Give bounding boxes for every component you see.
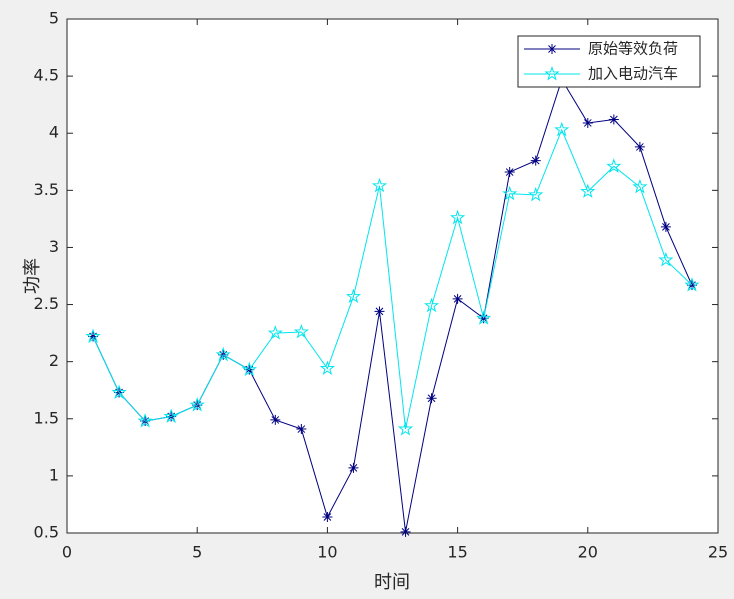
marker-star (476, 310, 492, 325)
x-tick-label: 15 (447, 543, 467, 562)
marker-asterisk (400, 526, 411, 537)
marker-star (215, 346, 231, 362)
marker-star (345, 288, 362, 304)
x-tick-label: 10 (317, 543, 337, 562)
marker-asterisk (504, 167, 515, 178)
y-tick-label: 3 (49, 237, 59, 256)
marker-star (293, 323, 309, 339)
legend-label: 原始等效负荷 (588, 40, 678, 58)
y-tick-label: 2 (49, 351, 59, 370)
marker-star (684, 277, 700, 292)
x-tick-label: 25 (708, 543, 728, 562)
marker-star (528, 186, 544, 202)
marker-asterisk (296, 424, 307, 435)
marker-star (606, 158, 622, 173)
marker-asterisk (348, 462, 359, 473)
marker-star (632, 178, 648, 194)
marker-star (111, 384, 127, 400)
y-tick-label: 3.5 (34, 180, 59, 199)
marker-star (319, 360, 336, 376)
x-axis-label: 时间 (374, 572, 410, 593)
marker-star (137, 413, 153, 428)
x-tick-label: 20 (578, 543, 598, 562)
x-tick-label: 5 (192, 543, 202, 562)
marker-star (241, 361, 257, 377)
marker-asterisk (322, 512, 333, 523)
marker-asterisk (660, 221, 671, 232)
marker-star (85, 328, 101, 344)
y-tick-label: 2.5 (34, 294, 59, 313)
y-tick-label: 5 (49, 9, 59, 28)
marker-asterisk (452, 293, 463, 304)
marker-star (449, 209, 466, 225)
marker-star (371, 177, 388, 193)
marker-star (423, 297, 440, 313)
marker-asterisk (426, 393, 437, 404)
y-tick-label: 4.5 (34, 66, 59, 85)
y-tick-label: 0.5 (34, 523, 59, 542)
marker-asterisk (547, 44, 557, 54)
marker-asterisk (270, 414, 281, 425)
marker-asterisk (634, 141, 645, 152)
marker-star (502, 185, 518, 201)
marker-asterisk (608, 114, 619, 125)
y-tick-label: 1 (49, 465, 59, 484)
marker-star (554, 121, 570, 137)
marker-star (397, 421, 414, 436)
marker-asterisk (374, 306, 385, 317)
marker-asterisk (686, 280, 697, 291)
series-line (92, 128, 693, 430)
marker-star (163, 408, 179, 424)
marker-star (658, 251, 674, 267)
y-tick-label: 4 (49, 123, 59, 142)
marker-star (544, 65, 560, 81)
marker-star (189, 397, 205, 412)
marker-star (580, 183, 596, 198)
marker-asterisk (582, 117, 593, 128)
legend-label: 加入电动汽车 (588, 65, 678, 83)
plot-area (66, 18, 719, 534)
x-tick-label: 0 (62, 543, 72, 562)
marker-star (267, 325, 283, 340)
y-tick-label: 1.5 (34, 408, 59, 427)
y-axis-label: 功率 (22, 258, 43, 294)
marker-asterisk (530, 155, 541, 166)
